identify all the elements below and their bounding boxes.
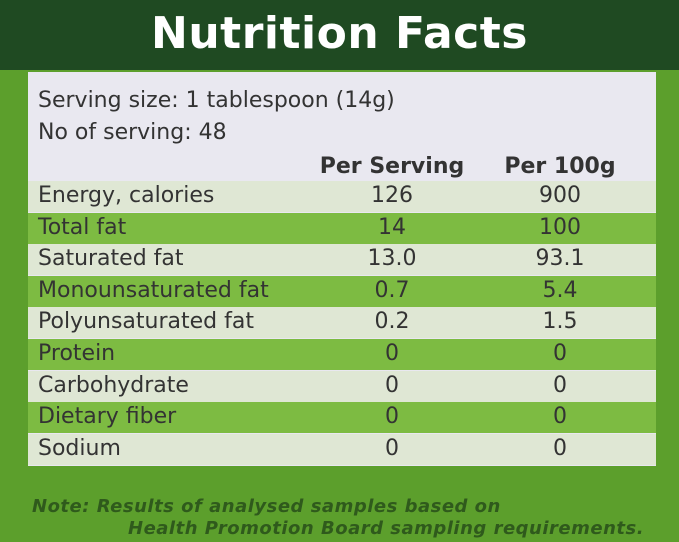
per-serving-value: 0.2 xyxy=(374,309,410,335)
per-100g-value: 0 xyxy=(553,404,567,430)
per-100g-value: 100 xyxy=(539,214,581,240)
serving-count: No of serving: 48 xyxy=(38,120,227,145)
nutrient-name: Carbohydrate xyxy=(38,372,189,398)
per-100g-value: 900 xyxy=(539,183,581,208)
nutrient-name: Monounsaturated fat xyxy=(38,277,269,303)
per-serving-value: 13.0 xyxy=(367,246,417,272)
per-serving-value: 126 xyxy=(371,183,413,208)
per-100g-value: 0 xyxy=(553,435,567,461)
column-header: Per 100g xyxy=(504,154,616,179)
per-serving-value: 0 xyxy=(385,341,399,366)
table-row: Total fat 14 100 xyxy=(28,212,656,244)
table-row: Dietary fiber 0 0 xyxy=(28,402,656,434)
per-100g-value: 0 xyxy=(553,372,567,398)
table-row: Protein 0 0 xyxy=(28,339,656,370)
per-serving-value: 0.7 xyxy=(374,277,410,303)
nutrient-name: Total fat xyxy=(38,214,127,240)
per-serving-value: 0 xyxy=(385,435,399,461)
title: Nutrition Facts xyxy=(151,8,528,59)
header-band xyxy=(0,0,679,70)
table-row: Energy, calories 126 900 xyxy=(28,181,656,212)
nutrient-name: Dietary fiber xyxy=(38,404,177,430)
per-100g-value: 93.1 xyxy=(535,246,585,272)
column-header: Per Serving xyxy=(319,154,465,179)
table-row: Saturated fat 13.0 93.1 xyxy=(28,244,656,276)
note: Note: Results of analysed samples based … xyxy=(32,496,501,517)
per-100g-value: 5.4 xyxy=(542,277,578,303)
nutrient-name: Polyunsaturated fat xyxy=(38,309,254,335)
serving-size: Serving size: 1 tablespoon (14g) xyxy=(38,88,395,113)
per-serving-value: 0 xyxy=(385,404,399,430)
table-row: Carbohydrate 0 0 xyxy=(28,370,656,402)
per-100g-value: 1.5 xyxy=(542,309,578,335)
note: Health Promotion Board sampling requirem… xyxy=(128,518,645,539)
nutrient-name: Saturated fat xyxy=(38,246,184,272)
per-serving-value: 14 xyxy=(378,214,406,240)
table-row: Monounsaturated fat 0.7 5.4 xyxy=(28,275,656,307)
table-row: Polyunsaturated fat 0.2 1.5 xyxy=(28,307,656,339)
per-100g-value: 0 xyxy=(553,341,567,366)
per-serving-value: 0 xyxy=(385,372,399,398)
nutrient-name: Energy, calories xyxy=(38,183,215,208)
nutrient-name: Sodium xyxy=(38,435,121,461)
table-row: Sodium 0 0 xyxy=(28,433,656,465)
nutrient-name: Protein xyxy=(38,341,116,366)
